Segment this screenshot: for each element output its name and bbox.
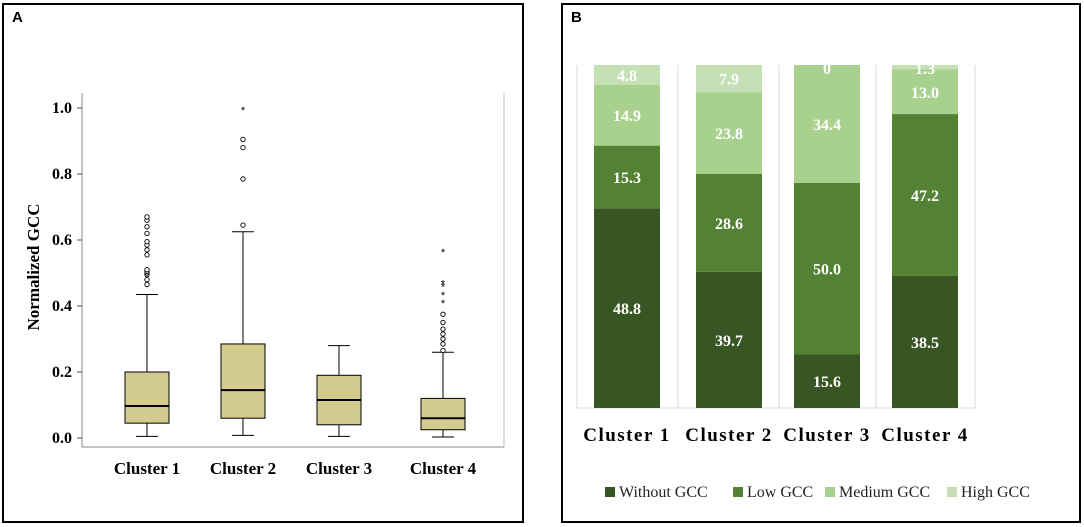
x-tick-label: Cluster 1 (114, 459, 180, 478)
legend-label: Low GCC (747, 484, 813, 501)
panel-b-label: B (571, 9, 582, 26)
outlier-point (240, 144, 246, 151)
extreme-point: * (241, 105, 246, 117)
x-tick-label: Cluster 1 (583, 425, 671, 446)
data-label: 48.8 (613, 301, 641, 318)
legend-swatch (825, 487, 835, 497)
outlier-point (144, 214, 150, 220)
outlier-point (144, 276, 150, 283)
bar-segment (696, 173, 762, 272)
extreme-point: * (441, 278, 446, 290)
data-label: 14.9 (613, 108, 641, 125)
outlier-point (440, 336, 446, 342)
legend-swatch (947, 487, 957, 497)
legend-label: High GCC (961, 484, 1030, 501)
box (420, 397, 466, 431)
data-label: 23.8 (715, 126, 743, 143)
bar-segment (594, 65, 660, 85)
bar-segment (696, 92, 762, 174)
data-label: 13.0 (911, 85, 939, 102)
data-label: 1.3 (915, 61, 935, 78)
data-label: 39.7 (715, 333, 743, 350)
outlier-point (144, 252, 150, 258)
outlier-point (240, 136, 246, 143)
data-label: 15.6 (813, 374, 841, 391)
y-tick-label: 1.0 (52, 100, 72, 117)
box (220, 343, 266, 419)
bar-segment (594, 145, 660, 209)
bar-segment (892, 114, 958, 276)
outlier-point (440, 347, 446, 354)
x-tick-label: Cluster 3 (783, 425, 871, 446)
outlier-point (440, 331, 446, 337)
outlier-point (144, 230, 150, 237)
y-tick-label: 0.0 (52, 430, 72, 447)
legend-label: Without GCC (619, 484, 708, 501)
data-label: 47.2 (911, 188, 939, 205)
data-label: 7.9 (719, 72, 739, 89)
extreme-point: * (441, 247, 446, 259)
x-tick-label: Cluster 4 (881, 425, 969, 446)
x-tick-label: Cluster 4 (410, 459, 477, 478)
outlier-point (440, 326, 446, 332)
outlier-point (440, 341, 446, 347)
y-tick-label: 0.6 (52, 232, 72, 249)
outlier-point (144, 238, 150, 245)
legend-swatch (733, 487, 743, 497)
outlier-point (440, 319, 446, 326)
y-tick-label: 0.2 (52, 364, 72, 381)
bar-segment (696, 65, 762, 93)
bar-segment (892, 65, 958, 70)
data-label: 15.3 (613, 170, 641, 187)
x-tick-label: Cluster 2 (210, 459, 276, 478)
box (124, 371, 170, 424)
data-label: 38.5 (911, 335, 939, 352)
outlier-point (144, 267, 150, 273)
legend-label: Medium GCC (839, 484, 930, 501)
bar-segment (794, 354, 860, 408)
outlier-point (240, 222, 246, 228)
outlier-point (240, 176, 246, 182)
boxplot-chart: 0.0 0.2 0.4 0.6 0.8 1.0 Normalized GCC Cluster … (24, 93, 505, 478)
bar-segment (696, 271, 762, 408)
data-label: 34.4 (813, 117, 841, 134)
bar-segment (594, 208, 660, 408)
extreme-point: * (441, 298, 446, 310)
bar-segment (892, 69, 958, 115)
bar-segment (794, 65, 860, 183)
outlier-point (440, 311, 446, 317)
panel-b: B 48.8 15.3 14.9 4.8 Cluster 1 39.7 28.6 23.8 7.… (561, 3, 1081, 523)
y-tick-label: 0.4 (52, 298, 72, 315)
legend-swatch (605, 487, 615, 497)
extreme-point: * (441, 290, 446, 302)
y-axis-label: Normalized GCC (24, 203, 43, 330)
outlier-point (144, 247, 150, 253)
data-label: 4.8 (617, 68, 637, 85)
outlier-point (144, 224, 150, 230)
extreme-point: * (441, 282, 446, 294)
data-label: 0 (823, 61, 831, 78)
x-tick-label: Cluster 2 (685, 425, 773, 446)
y-tick-label: 0.8 (52, 166, 72, 183)
bar-segment (794, 182, 860, 355)
x-tick-label: Cluster 3 (306, 459, 372, 478)
data-label: 50.0 (813, 262, 841, 279)
bar-segment (892, 275, 958, 408)
bar-segment (594, 84, 660, 146)
outlier-point (144, 281, 150, 288)
stacked-bar-chart: 48.8 15.3 14.9 4.8 Cluster 1 39.7 28.6 23.8 7.9 C… (576, 61, 1030, 501)
panel-a-label: A (12, 9, 23, 26)
panel-a: A 0.0 0.2 0.4 0.6 0.8 1.0 Normalized GCC Cluste… (2, 3, 524, 523)
data-label: 28.6 (715, 216, 743, 233)
